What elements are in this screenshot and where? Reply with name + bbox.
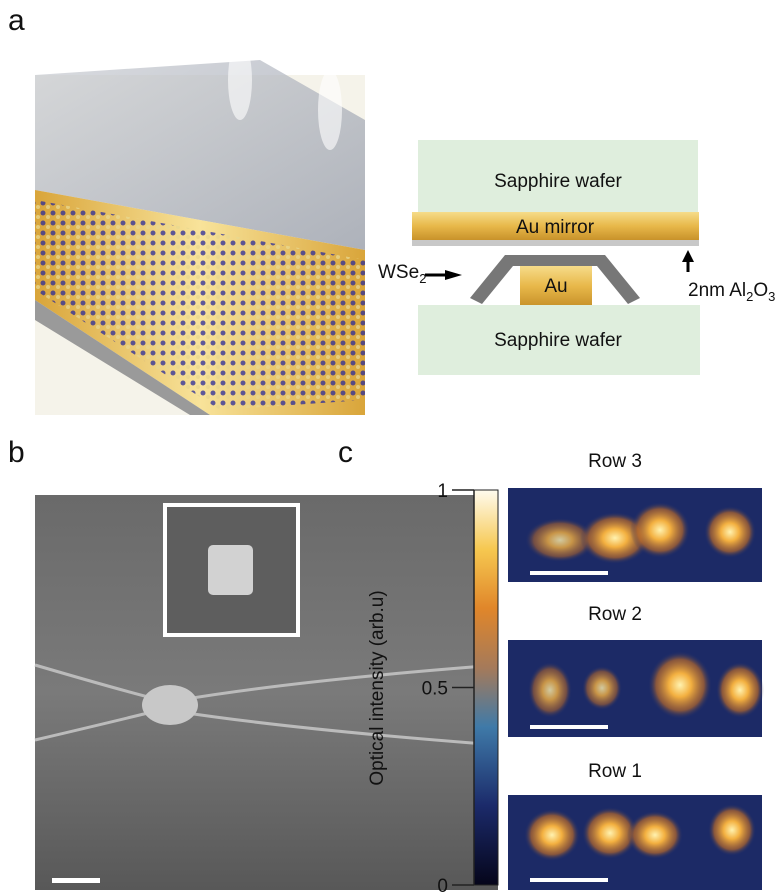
subscript: 3 (768, 289, 775, 304)
row-label: Row 2 (588, 604, 642, 625)
row-label: Row 1 (588, 761, 642, 782)
tick-label: 1 (437, 481, 448, 502)
schematic-label: 2nm Al2O3 (688, 280, 775, 304)
schematic-label: Au (544, 276, 567, 297)
schematic-label: Sapphire wafer (494, 171, 622, 192)
panel-label: c (338, 436, 353, 469)
pl-maps (508, 488, 764, 890)
text-part: O (753, 280, 768, 301)
text-part: WSe (378, 262, 419, 283)
tick-label: 0.5 (422, 679, 448, 700)
subscript: 2 (746, 289, 753, 304)
panel-label: b (8, 436, 25, 469)
panel-label: a (8, 4, 25, 37)
colorbar (474, 490, 498, 885)
colorbar-label: Optical intensity (arb.u) (367, 590, 388, 785)
row-label: Row 3 (588, 451, 642, 472)
figure: a b c Sapphire wafer Au mirror Au Sapphi… (0, 0, 780, 896)
subscript: 2 (419, 271, 426, 286)
tick-label: 0 (437, 876, 448, 896)
schematic-label: Au mirror (516, 217, 595, 238)
schematic-label: Sapphire wafer (494, 330, 622, 351)
render (35, 40, 365, 415)
text-part: 2nm Al (688, 280, 746, 301)
schematic-label: WSe2 (378, 262, 426, 286)
